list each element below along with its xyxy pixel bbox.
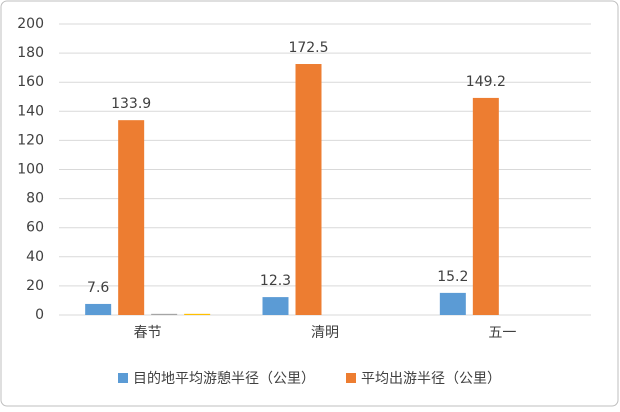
value-label: 12.3 — [260, 273, 291, 289]
legend-swatch — [346, 373, 356, 383]
y-tick-label: 20 — [26, 278, 44, 294]
value-label: 172.5 — [288, 40, 328, 56]
y-tick-label: 120 — [17, 132, 44, 148]
y-tick-label: 160 — [17, 74, 44, 90]
bar — [439, 292, 466, 315]
bar — [85, 303, 112, 315]
y-tick-label: 40 — [26, 249, 44, 265]
legend-swatch — [118, 373, 128, 383]
value-label: 133.9 — [111, 96, 151, 112]
y-tick-label: 140 — [17, 103, 44, 119]
y-tick-label: 0 — [35, 307, 44, 323]
bar — [184, 313, 211, 315]
bar — [118, 120, 145, 315]
bar — [295, 64, 322, 315]
y-tick-label: 80 — [26, 191, 44, 207]
x-tick-label: 春节 — [134, 325, 162, 341]
legend-label: 平均出游半径（公里） — [361, 371, 501, 387]
value-label: 7.6 — [87, 280, 109, 296]
legend-label: 目的地平均游憩半径（公里） — [133, 370, 315, 387]
y-tick-label: 100 — [17, 162, 44, 178]
y-tick-label: 60 — [26, 220, 44, 236]
x-tick-label: 五一 — [488, 325, 516, 341]
y-tick-label: 180 — [17, 45, 44, 61]
y-tick-label: 200 — [17, 16, 44, 32]
value-label: 149.2 — [466, 74, 506, 90]
bar — [472, 97, 499, 315]
bar — [262, 297, 289, 315]
x-tick-label: 清明 — [311, 325, 339, 341]
bar — [151, 313, 178, 315]
value-label: 15.2 — [437, 269, 468, 285]
